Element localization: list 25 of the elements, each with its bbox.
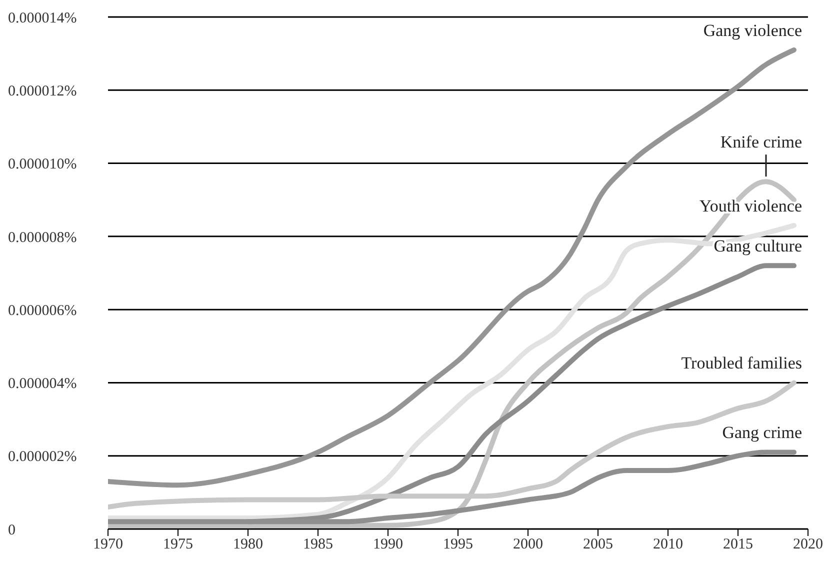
x-tick-label: 2010 bbox=[653, 536, 683, 553]
x-tick-label: 1990 bbox=[373, 536, 403, 553]
x-tick-label: 2015 bbox=[723, 536, 753, 553]
text: Knife crime bbox=[720, 132, 802, 152]
y-tick-label: 0.000014% bbox=[8, 10, 77, 26]
y-tick-label: 0.000004% bbox=[8, 376, 77, 392]
x-tick-label: 1975 bbox=[163, 536, 193, 553]
series-label: Gang violence bbox=[703, 20, 802, 40]
y-tick-label: 0 bbox=[8, 522, 16, 538]
x-tick-label: 1970 bbox=[93, 536, 123, 553]
x-tick-label: 1980 bbox=[233, 536, 263, 553]
series-label: Troubled families bbox=[681, 354, 802, 373]
series-label: Gang culture bbox=[714, 236, 802, 256]
x-tick-label: 2005 bbox=[583, 536, 613, 553]
y-tick-label: 0.000002% bbox=[8, 449, 77, 466]
y-tick-label: 0.000008% bbox=[8, 230, 77, 246]
y-tick-label: 0.000012% bbox=[8, 83, 77, 100]
series-label: Youth violence bbox=[699, 196, 802, 216]
x-tick-label: 1985 bbox=[303, 536, 333, 553]
y-tick-label: 0.000010% bbox=[8, 156, 77, 173]
x-tick-label: 2020 bbox=[793, 536, 823, 553]
series-label: Gang crime bbox=[722, 423, 802, 442]
x-tick-label: 2000 bbox=[513, 536, 543, 553]
y-tick-label: 0.000006% bbox=[8, 302, 77, 319]
x-tick-label: 1995 bbox=[443, 536, 473, 553]
